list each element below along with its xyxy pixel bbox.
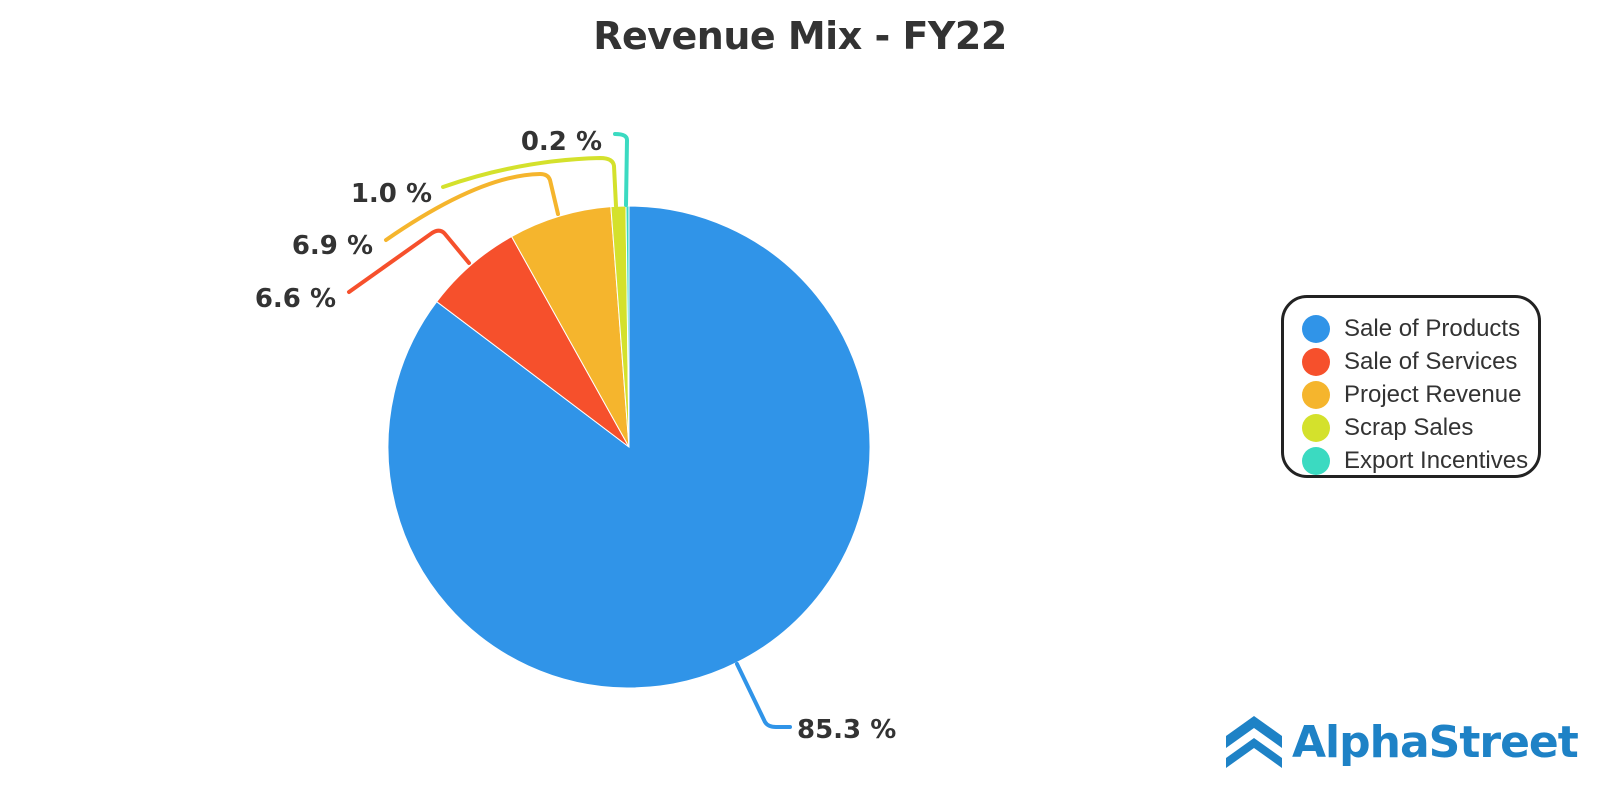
leader-line-sale-of-products xyxy=(735,662,792,729)
legend-swatch xyxy=(1302,413,1330,442)
slice-label-project-revenue: 6.9 % xyxy=(292,231,373,261)
legend-label: Export Incentives xyxy=(1344,446,1529,474)
legend-label: Sale of Products xyxy=(1344,314,1521,342)
leader-line-export-incentives xyxy=(613,132,630,207)
legend-item-scrap-sales: Scrap Sales xyxy=(1302,411,1538,444)
legend-swatch xyxy=(1302,314,1330,343)
brand-name: AlphaStreet xyxy=(1292,716,1579,768)
label-leader-lines xyxy=(347,132,792,729)
legend-label: Project Revenue xyxy=(1344,380,1522,408)
leader-line-project-revenue xyxy=(384,171,560,242)
chart-legend: Sale of Products Sale of Services Project … xyxy=(1281,295,1541,478)
legend-item-sale-of-services: Sale of Services xyxy=(1302,345,1538,378)
leader-line-sale-of-services xyxy=(347,228,471,294)
slice-label-scrap-sales: 1.0 % xyxy=(351,179,432,209)
legend-label: Scrap Sales xyxy=(1344,413,1474,441)
slice-label-export-incentives: 0.2 % xyxy=(521,127,602,157)
alphastreet-logo-icon xyxy=(1226,716,1282,768)
legend-label: Sale of Services xyxy=(1344,347,1518,375)
brand-logo: AlphaStreet xyxy=(1224,712,1579,772)
slice-label-sale-of-services: 6.6 % xyxy=(255,284,336,314)
leader-line-scrap-sales xyxy=(441,155,618,208)
legend-swatch xyxy=(1302,347,1330,376)
legend-item-export-incentives: Export Incentives xyxy=(1302,444,1538,477)
pie-slices xyxy=(387,205,871,689)
legend-item-sale-of-products: Sale of Products xyxy=(1302,312,1538,345)
chart-title: Revenue Mix - FY22 xyxy=(593,14,1007,58)
slice-labels: 85.3 % 6.6 % 6.9 % 1.0 % 0.2 % xyxy=(255,127,896,745)
legend-swatch xyxy=(1302,380,1330,409)
slice-label-sale-of-products: 85.3 % xyxy=(797,715,896,745)
legend-item-project-revenue: Project Revenue xyxy=(1302,378,1538,411)
legend-swatch xyxy=(1302,446,1330,475)
pie-slice-project-revenue xyxy=(510,206,630,448)
